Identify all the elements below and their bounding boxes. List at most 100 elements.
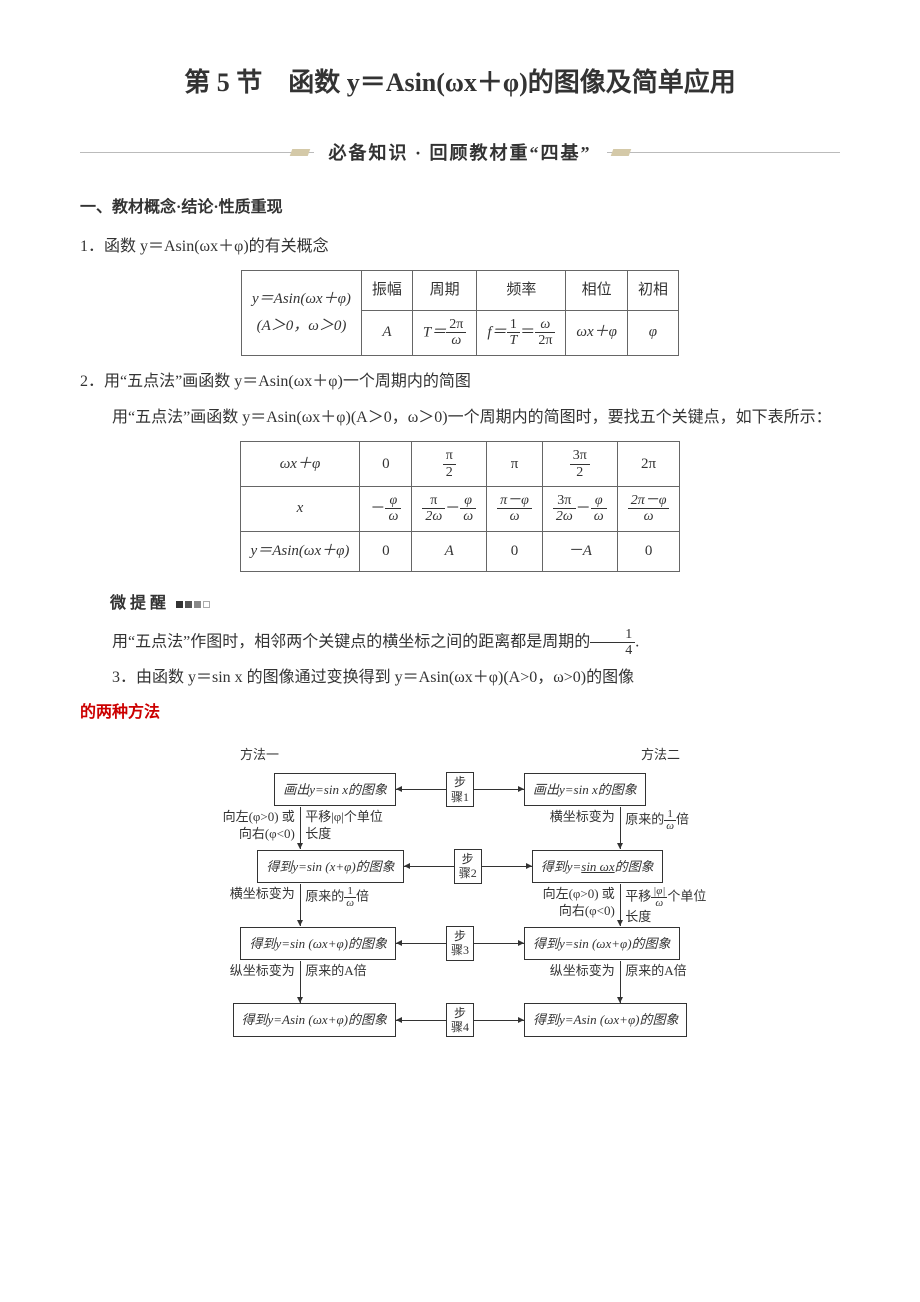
table1-period: T＝2πω bbox=[412, 310, 476, 355]
lt1l2: 向右(φ<0) bbox=[239, 826, 295, 841]
t2r1c2d: 2 bbox=[443, 465, 456, 480]
t2-r1-c3: π bbox=[487, 442, 543, 487]
lt1-right: 平移|φ|个单位长度 bbox=[305, 809, 383, 843]
t2r2c2m: － bbox=[445, 500, 460, 516]
lt3-right: 原来的A倍 bbox=[305, 963, 366, 980]
t2r2c4an: 3π bbox=[553, 493, 576, 509]
period-den: ω bbox=[446, 333, 466, 348]
flow-head-right: 方法二 bbox=[641, 743, 680, 766]
table1-freq: f＝1T＝ω2π bbox=[477, 310, 566, 355]
period-lhs: T＝ bbox=[423, 324, 446, 340]
t2r2c5n: 2π－φ bbox=[628, 493, 670, 509]
step-box-1: 步骤1 bbox=[446, 772, 474, 807]
t2-r3-c4: －A bbox=[542, 531, 617, 571]
flow-right-trans-1: 横坐标变为 原来的1ω倍 bbox=[490, 807, 750, 849]
flow-right-box-1: 画出y=sin x的图象 bbox=[524, 773, 646, 806]
t2-r2-c5: 2π－φω bbox=[617, 486, 680, 531]
flow-vspacer-1: 向左(φ>0) 或向右(φ<0) 平移|φ|个单位长度 横坐标变为 原来的1ω倍 bbox=[140, 807, 780, 849]
lt1r2: 长度 bbox=[305, 826, 331, 841]
rt2r1post: 个单位 bbox=[667, 888, 706, 903]
step2-text: 步骤2 bbox=[459, 852, 477, 880]
varrow-l2 bbox=[300, 884, 301, 926]
flow-right-box-2: 得到y=sin ωx的图象 bbox=[532, 850, 663, 883]
lt1r1: 平移|φ|个单位 bbox=[305, 809, 383, 824]
varrow-r1 bbox=[620, 807, 621, 849]
t2-r2-c4: 3π2ω－φω bbox=[542, 486, 617, 531]
title-text: 第 5 节 函数 y＝Asin(ωx＋φ)的图像及简单应用 bbox=[184, 68, 736, 97]
t2r2c4bd: ω bbox=[591, 509, 607, 524]
tip-frac-d: 4 bbox=[590, 643, 635, 658]
t2-r3-c3: 0 bbox=[487, 531, 543, 571]
section-1-heading: 一、教材概念·结论·性质重现 bbox=[80, 194, 840, 223]
t2r2c5d: ω bbox=[628, 509, 670, 524]
arrow-right-3 bbox=[474, 943, 524, 944]
t2r2c4ad: 2ω bbox=[553, 509, 576, 524]
item-2-text: 用“五点法”画函数 y＝Asin(ωx＋φ)(A＞0，ω＞0)一个周期内的简图时… bbox=[80, 404, 840, 433]
flow-right-trans-2: 向左(φ>0) 或向右(φ<0) 平移|φ|ω个单位长度 bbox=[490, 884, 750, 926]
tip-frac-n: 1 bbox=[590, 627, 635, 643]
t2-r1-c4: 3π2 bbox=[542, 442, 617, 487]
flow-row-4: 得到y=Asin (ωx+φ)的图象 步骤4 得到y=Asin (ωx+φ)的图… bbox=[140, 1003, 780, 1038]
flow-vspacer-2: 横坐标变为 原来的1ω倍 向左(φ>0) 或向右(φ<0) 平移|φ|ω个单位长… bbox=[140, 884, 780, 926]
step1-text: 步骤1 bbox=[451, 775, 469, 803]
table1-h2: 周期 bbox=[412, 270, 476, 310]
tip-label: 微提醒 bbox=[110, 590, 170, 619]
rt2r1pre: 平移 bbox=[625, 888, 651, 903]
t2-r3-c2: A bbox=[412, 531, 487, 571]
varrow-r3 bbox=[620, 961, 621, 1003]
item-1-heading-text: 1．函数 y＝Asin(ωx＋φ)的有关概念 bbox=[80, 238, 329, 255]
flow-right-trans-3: 纵坐标变为 原来的A倍 bbox=[490, 961, 750, 1003]
item3-post: 的两种方法 bbox=[80, 704, 160, 721]
arrow-left-4 bbox=[396, 1020, 446, 1021]
concepts-table: y＝Asin(ωx＋φ) (A＞0，ω＞0) 振幅 周期 频率 相位 初相 A … bbox=[241, 270, 679, 356]
step4-text: 步骤4 bbox=[451, 1006, 469, 1034]
tip-text: 用“五点法”作图时，相邻两个关键点的横坐标之间的距离都是周期的14. bbox=[80, 627, 840, 659]
flow-head-left: 方法一 bbox=[240, 743, 279, 766]
freq-lhs: f＝ bbox=[487, 324, 506, 340]
t2r1c4n: 3π bbox=[570, 448, 590, 464]
flow-left-box-3: 得到y=sin (ωx+φ)的图象 bbox=[240, 927, 396, 960]
flow-left-box-1: 画出y=sin x的图象 bbox=[274, 773, 396, 806]
varrow-l3 bbox=[300, 961, 301, 1003]
t2-r1-c2: π2 bbox=[412, 442, 487, 487]
item-3-heading-cont: 的两种方法 bbox=[80, 699, 840, 728]
five-points-table: ωx＋φ 0 π2 π 3π2 2π x －φω π2ω－φω π－φω 3π2… bbox=[240, 441, 681, 572]
t2r2c2bd: ω bbox=[460, 509, 476, 524]
step-box-3: 步骤3 bbox=[446, 926, 474, 961]
rt1rd: ω bbox=[664, 821, 676, 832]
flow-row-3: 得到y=sin (ωx+φ)的图象 步骤3 得到y=sin (ωx+φ)的图象 bbox=[140, 926, 780, 961]
lt1l1: 向左(φ>0) 或 bbox=[223, 809, 295, 824]
rt1-left: 横坐标变为 bbox=[550, 809, 615, 826]
lt1-left: 向左(φ>0) 或向右(φ<0) bbox=[223, 809, 295, 843]
freq-d1: T bbox=[507, 333, 521, 348]
lt2rpre: 原来的 bbox=[305, 888, 344, 903]
rt2l2: 向右(φ<0) bbox=[559, 903, 615, 918]
tip-dots-icon bbox=[174, 590, 210, 619]
t2r2c4m: － bbox=[576, 500, 591, 516]
t2-r3-c5: 0 bbox=[617, 531, 680, 571]
table1-phase: ωx＋φ bbox=[566, 310, 628, 355]
t2r2c1pre: － bbox=[370, 500, 385, 516]
arrow-right-1 bbox=[474, 789, 524, 790]
table1-h5: 初相 bbox=[627, 270, 678, 310]
arrow-left-3 bbox=[396, 943, 446, 944]
item3-pre: 3．由函数 y＝sin x 的图像通过变换得到 y＝Asin(ωx＋φ)(A>0… bbox=[112, 669, 634, 686]
arrow-left-2 bbox=[404, 866, 454, 867]
rt2l1: 向左(φ>0) 或 bbox=[543, 886, 615, 901]
rt1rpre: 原来的 bbox=[625, 812, 664, 827]
freq-n1: 1 bbox=[507, 317, 521, 333]
varrow-l1 bbox=[300, 807, 301, 849]
banner-text: 必备知识 · 回顾教材重“四基” bbox=[314, 137, 607, 169]
banner-deco-left bbox=[80, 152, 314, 153]
varrow-r2 bbox=[620, 884, 621, 926]
freq-eq: ＝ bbox=[520, 324, 535, 340]
tip-text-pre: 用“五点法”作图时，相邻两个关键点的横坐标之间的距离都是周期的 bbox=[112, 633, 590, 650]
table1-left-cell: y＝Asin(ωx＋φ) (A＞0，ω＞0) bbox=[242, 270, 362, 355]
flow-right-box-4: 得到y=Asin (ωx+φ)的图象 bbox=[524, 1003, 687, 1036]
banner: 必备知识 · 回顾教材重“四基” bbox=[80, 137, 840, 169]
t2r2c4bn: φ bbox=[591, 493, 607, 509]
tip-text-post: . bbox=[635, 633, 639, 650]
t2-r3-label: y＝Asin(ωx＋φ) bbox=[240, 531, 360, 571]
rt1-right: 原来的1ω倍 bbox=[625, 809, 689, 832]
t2-r1-c5: 2π bbox=[617, 442, 680, 487]
